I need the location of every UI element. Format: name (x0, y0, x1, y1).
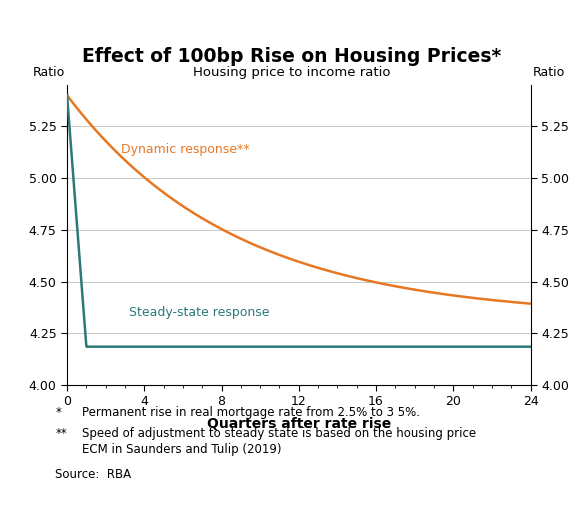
Text: Permanent rise in real mortgage rate from 2.5% to 3 5%.: Permanent rise in real mortgage rate fro… (82, 406, 420, 419)
X-axis label: Quarters after rate rise: Quarters after rate rise (206, 417, 391, 431)
Text: ECM in Saunders and Tulip (2019): ECM in Saunders and Tulip (2019) (82, 443, 281, 456)
Text: Speed of adjustment to steady state is based on the housing price: Speed of adjustment to steady state is b… (82, 427, 476, 440)
Text: *: * (55, 406, 61, 419)
Text: Ratio: Ratio (33, 66, 65, 79)
Text: Source:  RBA: Source: RBA (55, 468, 132, 481)
Text: Dynamic response**: Dynamic response** (121, 143, 250, 156)
Text: Housing price to income ratio: Housing price to income ratio (193, 66, 390, 79)
Text: Steady-state response: Steady-state response (129, 306, 269, 319)
Text: Effect of 100bp Rise on Housing Prices*: Effect of 100bp Rise on Housing Prices* (82, 47, 501, 66)
Text: **: ** (55, 427, 67, 440)
Text: Ratio: Ratio (533, 66, 565, 79)
